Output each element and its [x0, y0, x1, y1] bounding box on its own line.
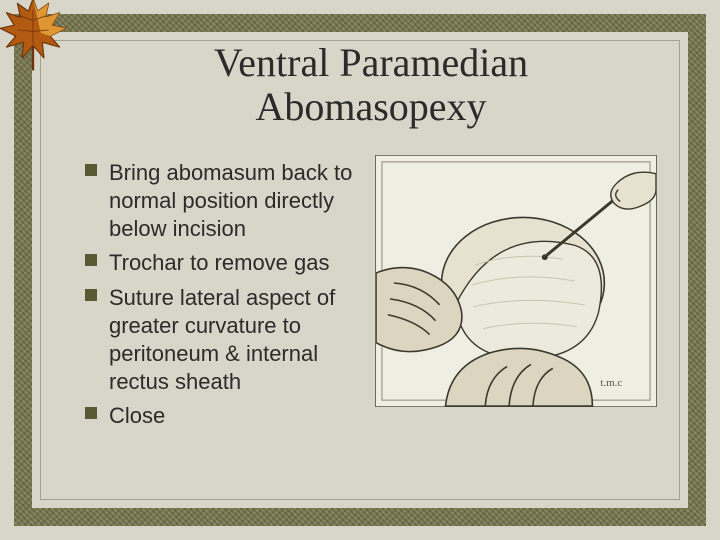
- bullet-list: Bring abomasum back to normal position d…: [85, 155, 357, 436]
- bullet-item: Suture lateral aspect of greater curvatu…: [85, 284, 357, 397]
- figure-signature: t.m.c: [600, 377, 622, 389]
- border-texture-top: [14, 14, 706, 32]
- slide-title: Ventral Paramedian Abomasopexy: [85, 35, 657, 155]
- border-texture-bottom: [14, 508, 706, 526]
- bullet-item: Trochar to remove gas: [85, 249, 357, 277]
- bullet-item: Close: [85, 402, 357, 430]
- border-texture-right: [688, 14, 706, 526]
- bullet-item: Bring abomasum back to normal position d…: [85, 159, 357, 243]
- slide-content: Ventral Paramedian Abomasopexy Bring abo…: [35, 35, 685, 505]
- title-line-2: Abomasopexy: [255, 84, 486, 129]
- illustration: t.m.c: [375, 155, 657, 407]
- title-line-1: Ventral Paramedian: [214, 40, 528, 85]
- maple-leaf-icon: [0, 0, 72, 72]
- border-texture-left: [14, 14, 32, 526]
